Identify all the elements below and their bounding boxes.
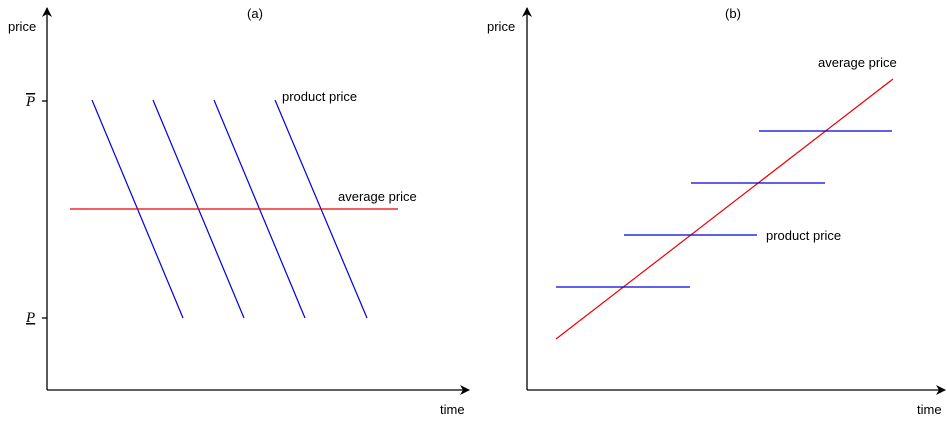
x-axis-label: time [917,402,942,417]
line-label: average price [818,55,897,70]
panel-label: (a) [247,6,263,21]
average-price-line [555,78,894,340]
y-axis-label: price [487,19,515,34]
y-axis-label: price [8,19,36,34]
x-axis-label: time [440,402,465,417]
tick-label: P [25,310,35,326]
panel-label: (b) [725,6,741,21]
panel-a: price time (a) P P product price average… [8,6,470,417]
panel-b: price time (b) product price average pri… [487,6,946,417]
tick-label: P [25,94,35,110]
line-label: average price [338,189,417,204]
line-label: product price [766,228,841,243]
line-label: product price [282,89,357,104]
